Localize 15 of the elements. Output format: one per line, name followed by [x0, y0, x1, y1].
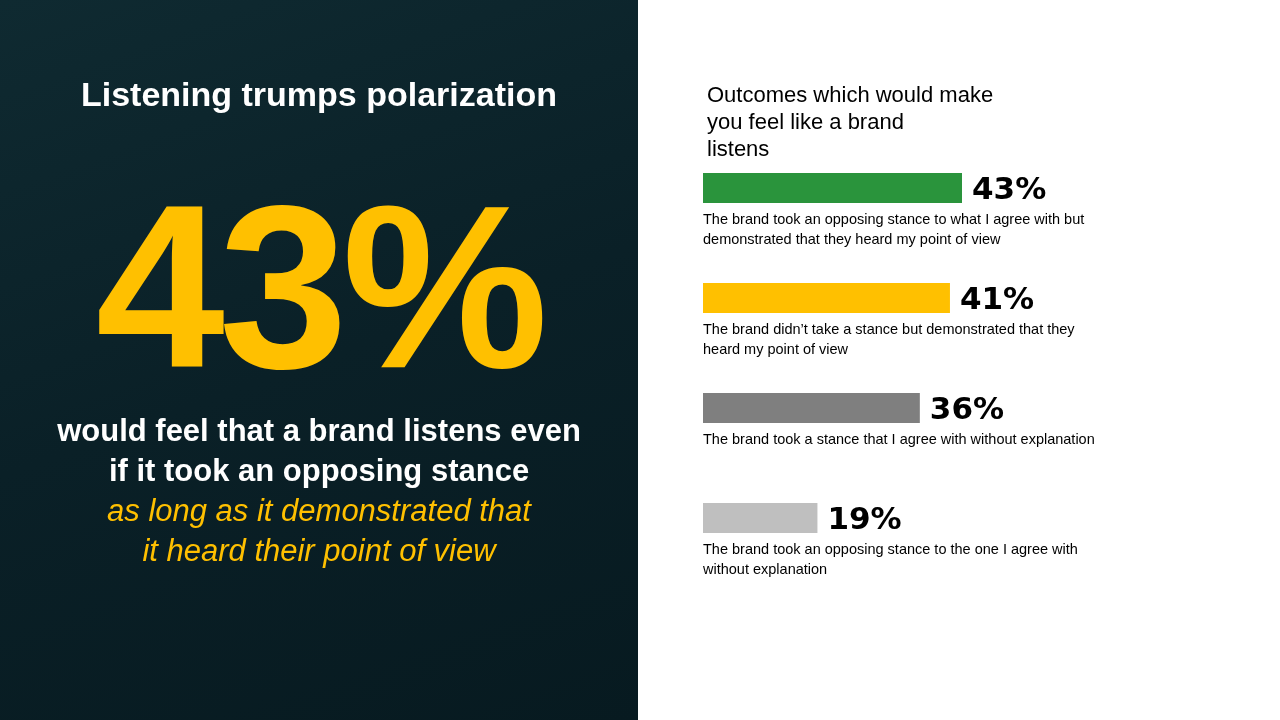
chart-title: Outcomes which would make you feel like a brand listens [707, 82, 1000, 161]
bar [703, 173, 962, 203]
text: as long as it demonstrated that it heard their point of view [106, 492, 533, 570]
category-label: The brand didn’t take a stance but demonstrated that they heard my point of view [703, 321, 1075, 357]
data-label: 43% [972, 170, 1047, 206]
category-label: The brand took an opposing stance to what I agree with but demonstrated that they heard my point of view [703, 211, 1085, 247]
data-label: 19% [827, 500, 902, 536]
data-label: 36% [929, 390, 1005, 426]
bar [703, 393, 920, 423]
bar [703, 283, 950, 313]
bar [703, 503, 818, 533]
data-label: 41% [959, 280, 1035, 316]
text: Listening trumps polarization [80, 74, 558, 115]
category-label: The brand took a stance that I agree with without explanation [703, 431, 1095, 447]
category-label: The brand took an opposing stance to the one I agree with without explanation [703, 541, 1078, 577]
